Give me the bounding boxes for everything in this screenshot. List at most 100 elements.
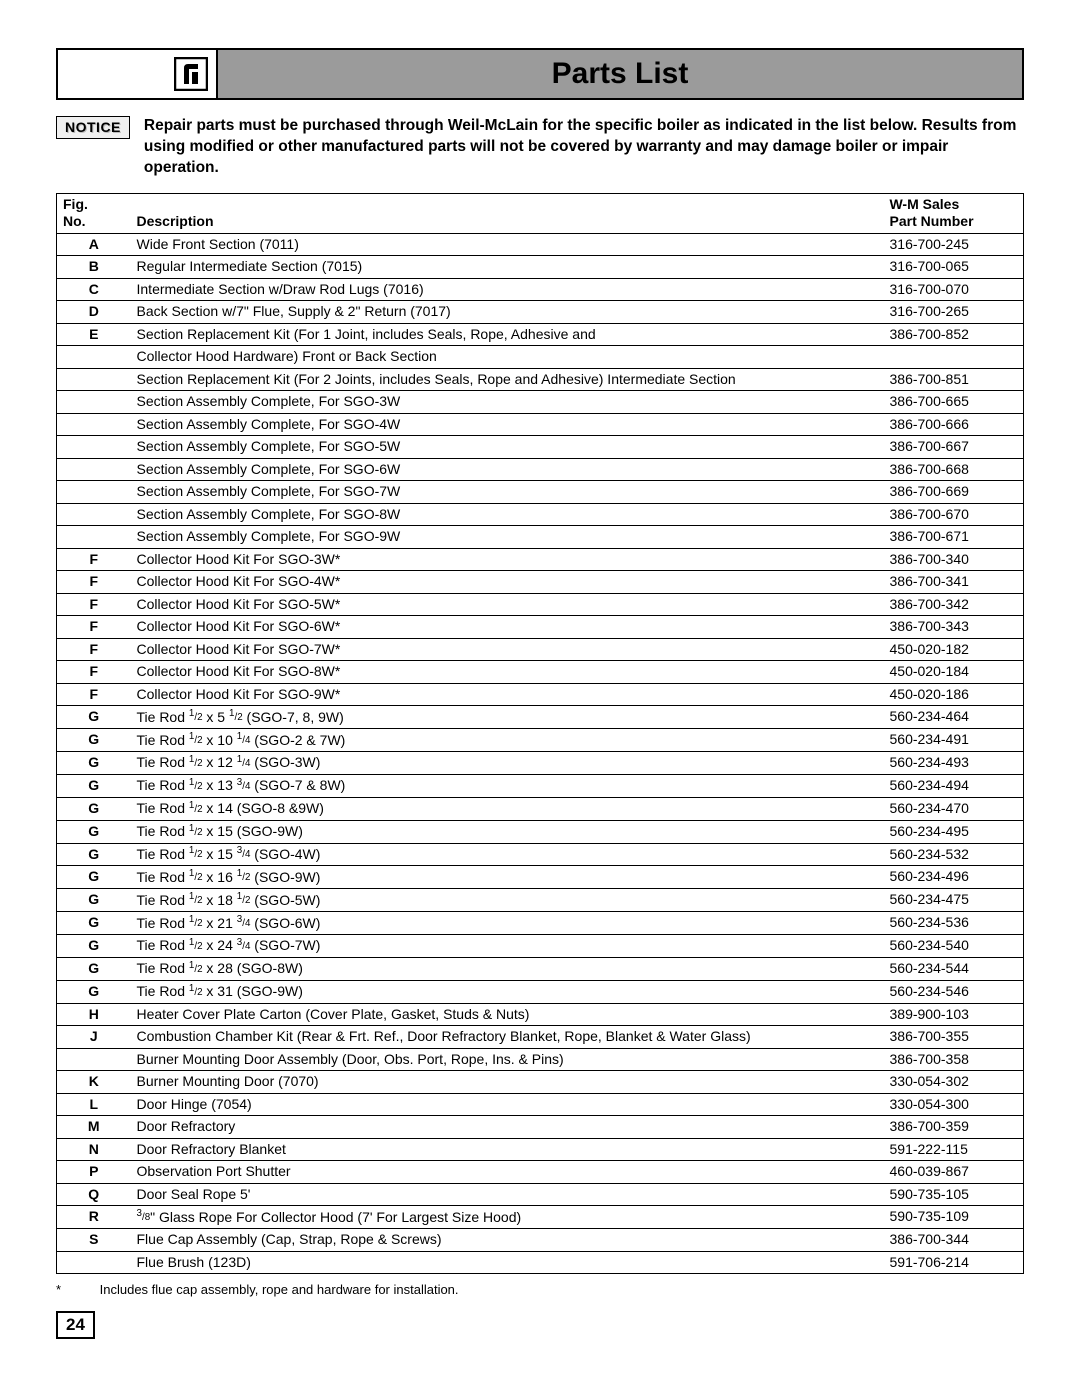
- part-number-cell: 386-700-851: [884, 368, 1024, 391]
- fig-no-cell: G: [57, 935, 131, 958]
- table-row: GTie Rod 1/2 x 31 (SGO-9W)560-234-546: [57, 980, 1024, 1003]
- part-number-cell: 560-234-470: [884, 797, 1024, 820]
- description-cell: Tie Rod 1/2 x 13 3/4 (SGO-7 & 8W): [131, 774, 884, 797]
- fig-no-cell: [57, 1251, 131, 1274]
- table-row: MDoor Refractory386-700-359: [57, 1116, 1024, 1139]
- description-cell: Section Assembly Complete, For SGO-5W: [131, 436, 884, 459]
- fig-no-cell: [57, 1048, 131, 1071]
- table-row: CIntermediate Section w/Draw Rod Lugs (7…: [57, 278, 1024, 301]
- table-row: Flue Brush (123D)591-706-214: [57, 1251, 1024, 1274]
- notice-text: Repair parts must be purchased through W…: [144, 116, 1024, 179]
- table-row: DBack Section w/7" Flue, Supply & 2" Ret…: [57, 301, 1024, 324]
- description-cell: Collector Hood Kit For SGO-3W*: [131, 548, 884, 571]
- fig-no-cell: [57, 481, 131, 504]
- col-header-pn: W-M Sales Part Number: [884, 193, 1024, 233]
- notice-badge: NOTICE: [56, 116, 130, 139]
- table-row: GTie Rod 1/2 x 10 1/4 (SGO-2 & 7W)560-23…: [57, 729, 1024, 752]
- fig-no-cell: F: [57, 661, 131, 684]
- description-cell: Observation Port Shutter: [131, 1161, 884, 1184]
- fig-no-cell: G: [57, 729, 131, 752]
- fig-no-cell: [57, 391, 131, 414]
- part-number-cell: 450-020-186: [884, 683, 1024, 706]
- fig-no-cell: K: [57, 1071, 131, 1094]
- description-cell: Tie Rod 1/2 x 14 (SGO-8 &9W): [131, 797, 884, 820]
- col-header-fig-l2: No.: [63, 213, 86, 229]
- footnote: * Includes flue cap assembly, rope and h…: [56, 1282, 1024, 1297]
- table-row: FCollector Hood Kit For SGO-6W*386-700-3…: [57, 616, 1024, 639]
- logo-box: [58, 50, 218, 98]
- table-row: GTie Rod 1/2 x 15 (SGO-9W)560-234-495: [57, 820, 1024, 843]
- part-number-cell: 386-700-343: [884, 616, 1024, 639]
- fig-no-cell: [57, 436, 131, 459]
- part-number-cell: 386-700-665: [884, 391, 1024, 414]
- description-cell: Burner Mounting Door (7070): [131, 1071, 884, 1094]
- fig-no-cell: F: [57, 616, 131, 639]
- fig-no-cell: F: [57, 683, 131, 706]
- col-header-fig-l1: Fig.: [63, 196, 88, 212]
- table-row: GTie Rod 1/2 x 18 1/2 (SGO-5W)560-234-47…: [57, 889, 1024, 912]
- fig-no-cell: J: [57, 1026, 131, 1049]
- fig-no-cell: G: [57, 843, 131, 866]
- table-row: Collector Hood Hardware) Front or Back S…: [57, 346, 1024, 369]
- fig-no-cell: C: [57, 278, 131, 301]
- table-row: Section Assembly Complete, For SGO-8W386…: [57, 503, 1024, 526]
- fig-no-cell: [57, 346, 131, 369]
- description-cell: 3/8" Glass Rope For Collector Hood (7' F…: [131, 1206, 884, 1229]
- part-number-cell: 386-700-341: [884, 571, 1024, 594]
- table-row: BRegular Intermediate Section (7015)316-…: [57, 256, 1024, 279]
- part-number-cell: 386-700-671: [884, 526, 1024, 549]
- fig-no-cell: [57, 503, 131, 526]
- description-cell: Collector Hood Hardware) Front or Back S…: [131, 346, 884, 369]
- part-number-cell: 386-700-342: [884, 593, 1024, 616]
- fig-no-cell: G: [57, 797, 131, 820]
- fig-no-cell: R: [57, 1206, 131, 1229]
- fig-no-cell: G: [57, 774, 131, 797]
- footnote-text: Includes flue cap assembly, rope and har…: [100, 1282, 459, 1297]
- description-cell: Collector Hood Kit For SGO-5W*: [131, 593, 884, 616]
- col-header-desc: Description: [131, 193, 884, 233]
- fig-no-cell: E: [57, 323, 131, 346]
- fig-no-cell: [57, 526, 131, 549]
- part-number-cell: 591-706-214: [884, 1251, 1024, 1274]
- part-number-cell: 560-234-491: [884, 729, 1024, 752]
- table-row: GTie Rod 1/2 x 28 (SGO-8W)560-234-544: [57, 957, 1024, 980]
- description-cell: Tie Rod 1/2 x 21 3/4 (SGO-6W): [131, 912, 884, 935]
- table-row: AWide Front Section (7011)316-700-245: [57, 233, 1024, 256]
- table-row: KBurner Mounting Door (7070)330-054-302: [57, 1071, 1024, 1094]
- fig-no-cell: G: [57, 866, 131, 889]
- description-cell: Collector Hood Kit For SGO-4W*: [131, 571, 884, 594]
- col-header-pn-l1: W-M Sales: [890, 196, 960, 212]
- table-row: NDoor Refractory Blanket591-222-115: [57, 1138, 1024, 1161]
- fig-no-cell: L: [57, 1093, 131, 1116]
- description-cell: Collector Hood Kit For SGO-9W*: [131, 683, 884, 706]
- part-number-cell: 560-234-496: [884, 866, 1024, 889]
- fig-no-cell: G: [57, 706, 131, 729]
- table-row: GTie Rod 1/2 x 12 1/4 (SGO-3W)560-234-49…: [57, 752, 1024, 775]
- fig-no-cell: H: [57, 1003, 131, 1026]
- description-cell: Burner Mounting Door Assembly (Door, Obs…: [131, 1048, 884, 1071]
- part-number-cell: 590-735-109: [884, 1206, 1024, 1229]
- col-header-desc-label: Description: [137, 213, 214, 229]
- table-row: FCollector Hood Kit For SGO-8W*450-020-1…: [57, 661, 1024, 684]
- fig-no-cell: M: [57, 1116, 131, 1139]
- table-row: Section Assembly Complete, For SGO-5W386…: [57, 436, 1024, 459]
- table-row: GTie Rod 1/2 x 15 3/4 (SGO-4W)560-234-53…: [57, 843, 1024, 866]
- part-number-cell: 560-234-532: [884, 843, 1024, 866]
- description-cell: Wide Front Section (7011): [131, 233, 884, 256]
- part-number-cell: 560-234-493: [884, 752, 1024, 775]
- description-cell: Tie Rod 1/2 x 10 1/4 (SGO-2 & 7W): [131, 729, 884, 752]
- table-row: HHeater Cover Plate Carton (Cover Plate,…: [57, 1003, 1024, 1026]
- table-header-row: Fig. No. Description W-M Sales Part Numb…: [57, 193, 1024, 233]
- table-row: GTie Rod 1/2 x 16 1/2 (SGO-9W)560-234-49…: [57, 866, 1024, 889]
- part-number-cell: 330-054-300: [884, 1093, 1024, 1116]
- description-cell: Door Refractory Blanket: [131, 1138, 884, 1161]
- description-cell: Section Assembly Complete, For SGO-4W: [131, 413, 884, 436]
- table-row: Section Assembly Complete, For SGO-7W386…: [57, 481, 1024, 504]
- table-row: Burner Mounting Door Assembly (Door, Obs…: [57, 1048, 1024, 1071]
- part-number-cell: 386-700-344: [884, 1229, 1024, 1252]
- part-number-cell: 560-234-475: [884, 889, 1024, 912]
- description-cell: Collector Hood Kit For SGO-7W*: [131, 638, 884, 661]
- table-row: GTie Rod 1/2 x 5 1/2 (SGO-7, 8, 9W)560-2…: [57, 706, 1024, 729]
- part-number-cell: 316-700-065: [884, 256, 1024, 279]
- table-row: LDoor Hinge (7054)330-054-300: [57, 1093, 1024, 1116]
